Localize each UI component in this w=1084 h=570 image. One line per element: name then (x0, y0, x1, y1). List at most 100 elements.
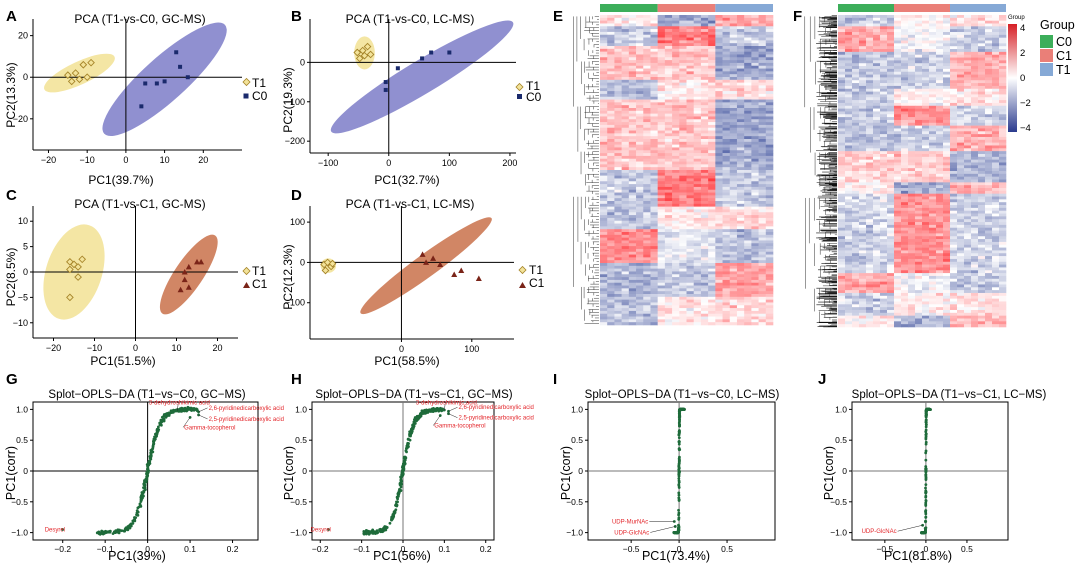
heatmap-cell (908, 196, 916, 200)
heatmap-cell (838, 74, 846, 78)
heatmap-cell (628, 96, 637, 100)
heatmap-cell (964, 239, 972, 243)
heatmap-cell (744, 31, 752, 36)
heatmap-cell (880, 97, 888, 101)
heatmap-cell (957, 216, 965, 220)
heatmap-cell (650, 302, 658, 306)
heatmap-cell (636, 91, 644, 95)
heatmap-cell (873, 23, 881, 27)
heatmap-cell (978, 224, 986, 229)
heatmap-cell (621, 263, 630, 267)
heatmap-cell (715, 40, 723, 44)
heatmap-cell (628, 322, 637, 326)
heatmap-cell (664, 198, 673, 202)
heatmap-cell (715, 88, 723, 92)
heatmap-cell (866, 94, 874, 98)
heatmap-cell (650, 141, 658, 145)
heatmap-cell (992, 213, 1000, 217)
heatmap-cell (722, 153, 731, 157)
heatmap-cell (650, 82, 658, 86)
heatmap-cell (838, 139, 846, 143)
heatmap-cell (672, 288, 680, 292)
heatmap-cell (621, 99, 630, 103)
heatmap-cell (679, 136, 687, 140)
heatmap-cell (758, 172, 767, 176)
heatmap-cell (679, 139, 687, 143)
point-t1 (328, 259, 337, 268)
heatmap-cell (950, 159, 958, 163)
heatmap-cell (765, 23, 774, 27)
heatmap-cell (700, 116, 709, 120)
heatmap-cell (894, 51, 902, 56)
heatmap-cell (643, 147, 651, 151)
heatmap-cell (880, 131, 888, 135)
heatmap-cell (621, 308, 630, 312)
heatmap-cell (845, 23, 853, 27)
heatmap-cell (894, 111, 902, 115)
heatmap-cell (838, 142, 846, 146)
heatmap-cell (978, 185, 986, 189)
heatmap-cell (614, 279, 622, 284)
heatmap-cell (643, 203, 651, 207)
heatmap-cell (686, 68, 695, 72)
heatmap-cell (852, 60, 860, 64)
heatmap-cell (943, 230, 951, 234)
heatmap-cell (751, 40, 759, 44)
heatmap-cell (722, 51, 731, 55)
heatmap-cell (715, 91, 723, 95)
heatmap-cell (600, 37, 608, 41)
heatmap-cell (971, 136, 979, 141)
heatmap-cell (908, 213, 916, 217)
heatmap-cell (686, 74, 695, 78)
heatmap-cell (964, 227, 972, 231)
heatmap-cell (614, 91, 622, 95)
heatmap-cell (758, 248, 767, 253)
heatmap-cell (693, 82, 702, 86)
heatmap-cell (971, 176, 979, 180)
heatmap-cell (607, 93, 615, 98)
heatmap-cell (643, 268, 651, 272)
heatmap-cell (672, 20, 680, 24)
heatmap-cell (936, 173, 944, 177)
heatmap-cell (700, 60, 709, 64)
heatmap-cell (700, 99, 709, 103)
heatmap-cell (744, 150, 752, 154)
heatmap-cell (936, 156, 944, 160)
heatmap-cell (607, 294, 615, 298)
heatmap-cell (621, 316, 630, 320)
heatmap-cell (957, 88, 965, 92)
heatmap-cell (992, 32, 1000, 36)
heatmap-cell (758, 158, 767, 162)
heatmap-cell (628, 260, 637, 264)
heatmap-cell (957, 80, 965, 84)
heatmap-cell (943, 57, 951, 61)
x-tick-label: 0 (386, 158, 391, 168)
heatmap-cell (708, 246, 716, 250)
heatmap-cell (744, 108, 752, 112)
heatmap-cell (628, 60, 637, 64)
heatmap-cell (978, 71, 986, 75)
heatmap-cell (708, 181, 716, 185)
heatmap-cell (650, 93, 658, 98)
heatmap-cell (650, 234, 658, 238)
heatmap-cell (679, 240, 687, 244)
heatmap-cell (621, 96, 630, 100)
heatmap-cell (708, 91, 716, 95)
heatmap-cell (600, 271, 608, 275)
heatmap-cell (729, 316, 738, 320)
heatmap-cell (607, 147, 615, 151)
heatmap-cell (628, 116, 637, 120)
heatmap-cell (873, 205, 881, 209)
heatmap-cell (621, 26, 630, 30)
heatmap-cell (700, 127, 709, 131)
heatmap-cell (643, 127, 651, 131)
heatmap-cell (643, 319, 651, 323)
heatmap-cell (936, 54, 944, 58)
heatmap-cell (859, 182, 867, 186)
heatmap-cell (708, 158, 716, 162)
heatmap-cell (758, 271, 767, 275)
heatmap-cell (957, 239, 965, 243)
heatmap-cell (715, 26, 723, 30)
heatmap-cell (894, 66, 902, 70)
heatmap-cell (915, 236, 923, 240)
